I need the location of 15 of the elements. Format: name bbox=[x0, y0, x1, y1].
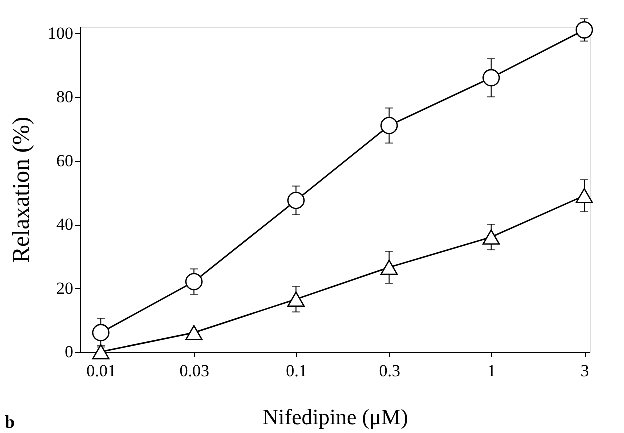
y-axis-title: Relaxation (%) bbox=[9, 117, 35, 263]
x-tick-label: 3 bbox=[580, 362, 590, 380]
x-tick-label: 0.01 bbox=[86, 362, 116, 380]
y-tick-label: 0 bbox=[65, 342, 74, 362]
y-tick-label: 80 bbox=[56, 88, 74, 107]
x-tick-label: 0.3 bbox=[379, 362, 400, 380]
x-tick-label: 0.1 bbox=[286, 362, 308, 380]
x-tick-label: 0.03 bbox=[180, 362, 210, 380]
y-tick-label: 100 bbox=[48, 24, 74, 43]
x-axis-title: Nifedipine (μM) bbox=[262, 404, 408, 430]
y-tick-label: 20 bbox=[56, 278, 74, 298]
y-tick-label: 60 bbox=[56, 151, 74, 170]
y-tick-label: 40 bbox=[56, 215, 74, 234]
text: b bbox=[5, 412, 16, 432]
x-tick-label: 1 bbox=[488, 362, 496, 380]
